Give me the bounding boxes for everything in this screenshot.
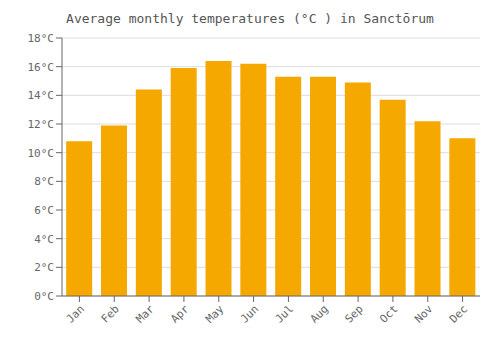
svg-text:16°C: 16°C — [28, 61, 55, 74]
svg-text:0°C: 0°C — [34, 290, 54, 303]
svg-text:Jun: Jun — [238, 302, 261, 325]
svg-text:14°C: 14°C — [28, 89, 55, 102]
svg-text:4°C: 4°C — [34, 233, 54, 246]
svg-text:Dec: Dec — [447, 302, 470, 325]
svg-text:2°C: 2°C — [34, 261, 54, 274]
html-text:Average monthly temperatures (: Average monthly temperatures (°C ) in Sa… — [66, 11, 434, 26]
svg-text:May: May — [203, 302, 227, 326]
svg-text:Aug: Aug — [308, 302, 331, 325]
svg-text:18°C: 18°C — [28, 32, 55, 45]
svg-text:Jul: Jul — [273, 302, 296, 325]
svg-text:8°C: 8°C — [34, 175, 54, 188]
svg-text:Mar: Mar — [133, 302, 157, 326]
svg-text:Oct: Oct — [377, 302, 400, 325]
svg-text:Feb: Feb — [99, 302, 122, 325]
svg-text:Nov: Nov — [412, 302, 436, 326]
svg-text:Apr: Apr — [168, 302, 192, 326]
svg-text:12°C: 12°C — [28, 118, 55, 131]
svg-text:Sep: Sep — [342, 302, 365, 325]
svg-text:10°C: 10°C — [28, 147, 55, 160]
svg-text:Jan: Jan — [64, 302, 87, 325]
svg-text:6°C: 6°C — [34, 204, 54, 217]
